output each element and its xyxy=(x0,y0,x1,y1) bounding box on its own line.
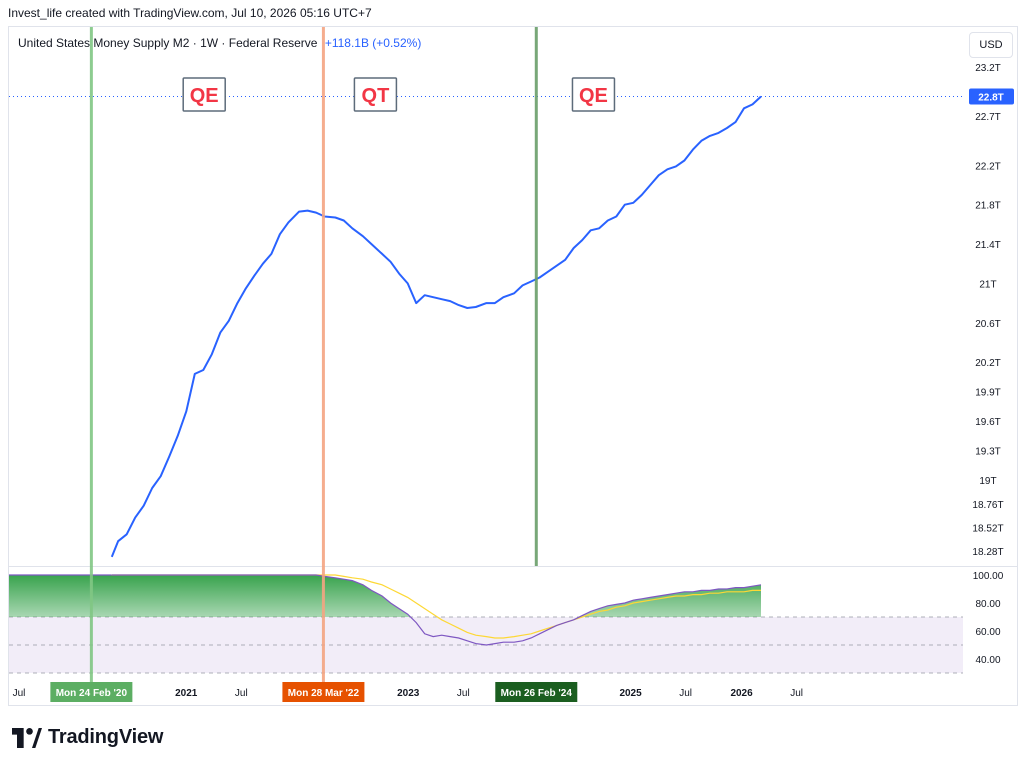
price-tick-label: 18.28T xyxy=(972,547,1003,558)
rsi-line xyxy=(111,574,762,646)
tradingview-icon xyxy=(12,727,42,748)
date-badge-label: Mon 24 Feb '20 xyxy=(56,688,128,699)
rsi-overbought-fill xyxy=(9,575,761,617)
price-tick-label: 21.4T xyxy=(975,240,1001,251)
date-badge xyxy=(282,682,365,702)
last-value-label: 22.8T xyxy=(978,93,1004,104)
annotation-box xyxy=(182,77,226,112)
rsi-background xyxy=(9,616,963,674)
price-tick-label: 21.8T xyxy=(975,201,1001,212)
time-tick-label: Jul xyxy=(790,688,803,699)
tradingview-logo: TradingView xyxy=(12,726,163,749)
price-tick-label: 19.6T xyxy=(975,417,1001,428)
time-tick-label: 2026 xyxy=(730,688,753,699)
time-tick-label: Jul xyxy=(235,688,248,699)
time-tick-label: Jul xyxy=(13,688,26,699)
tradingview-wordmark: TradingView xyxy=(48,726,164,748)
price-tick-label: 22.2T xyxy=(975,161,1001,172)
price-tick-label: 20.2T xyxy=(975,358,1001,369)
vertical-markers: Mon 24 Feb '20 Mon 28 Mar '22 Mon 26 Feb '… xyxy=(50,27,578,702)
price-tick-label: 19.9T xyxy=(975,388,1001,399)
price-tick-label: 22.7T xyxy=(975,112,1001,123)
currency-button[interactable]: USD xyxy=(969,32,1013,58)
series-title: United States Money Supply M2 · 1W · Fed… xyxy=(18,36,318,50)
rsi-tick-label: 80.00 xyxy=(975,599,1000,610)
date-badge-label: Mon 26 Feb '24 xyxy=(501,688,573,699)
annotation-box xyxy=(571,77,616,112)
price-tick-label: 18.52T xyxy=(972,523,1003,534)
time-tick-label: Jul xyxy=(457,688,470,699)
rsi-axis: 100.00 80.00 60.00 40.00 xyxy=(973,571,1004,666)
date-badge-label: Mon 28 Mar '22 xyxy=(288,688,360,699)
date-badge xyxy=(495,682,578,702)
time-tick-label: 2021 xyxy=(175,688,198,699)
last-value-badge xyxy=(969,88,1014,105)
time-tick-label: Jul xyxy=(679,688,692,699)
m2-price-line xyxy=(110,95,762,558)
price-layer xyxy=(9,95,963,558)
rsi-layer xyxy=(9,574,762,646)
price-tick-label: 21T xyxy=(979,279,996,290)
price-tick-label: 18.76T xyxy=(972,500,1003,511)
annotations: QE QT QE xyxy=(182,77,616,112)
series-legend: United States Money Supply M2 · 1W · Fed… xyxy=(18,36,421,50)
rsi-tick-label: 40.00 xyxy=(975,655,1000,666)
price-tick-label: 19.3T xyxy=(975,447,1001,458)
chart-caption: Invest_life created with TradingView.com… xyxy=(8,6,372,20)
date-badge xyxy=(50,682,133,702)
annotation-label: QE xyxy=(579,85,608,107)
annotation-label: QE xyxy=(190,85,219,107)
series-change: +118.1B (+0.52%) xyxy=(324,36,422,50)
rsi-tick-label: 100.00 xyxy=(973,571,1004,582)
price-tick-label: 20.6T xyxy=(975,319,1001,330)
annotation-label: QT xyxy=(362,85,390,107)
price-tick-label: 19T xyxy=(979,476,996,487)
annotation-box xyxy=(353,77,398,112)
rsi-fill-area xyxy=(9,575,761,617)
time-tick-label: 2025 xyxy=(619,688,642,699)
price-tick-label: 23.2T xyxy=(975,63,1001,74)
price-axis: 23.2T 22.7T 22.2T 21.8T 21.4T 21T 20.6T 20.2T 19… xyxy=(969,63,1014,558)
rsi-tick-label: 60.00 xyxy=(975,627,1000,638)
time-tick-label: 2023 xyxy=(397,688,420,699)
time-axis: Jul 2021 Jul 2023 Jul 2025 Jul 2026 Jul xyxy=(13,688,803,699)
